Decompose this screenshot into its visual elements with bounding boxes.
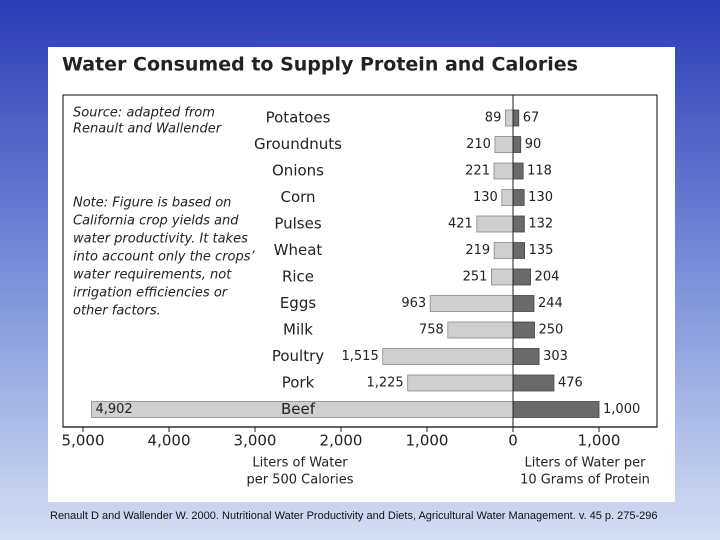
- category-label: Wheat: [274, 241, 323, 259]
- x-tick-label: 3,000: [234, 432, 277, 450]
- x-tick-label: 2,000: [320, 432, 363, 450]
- bar-right: [512, 321, 535, 339]
- note: irrigation efficiencies or: [73, 286, 229, 301]
- value-label: 250: [539, 323, 564, 338]
- value-label: 476: [558, 376, 583, 391]
- category-label: Pulses: [274, 215, 321, 233]
- bar-right: [512, 215, 525, 233]
- bar-right: [512, 109, 520, 127]
- bar-left: [504, 109, 514, 127]
- note: Note: Figure is based on: [73, 196, 231, 211]
- category-label: Beef: [281, 400, 316, 418]
- x-tick-label: 1,000: [578, 432, 621, 450]
- bar-left: [493, 162, 514, 180]
- value-label: 1,515: [342, 349, 379, 364]
- chart-title: Water Consumed to Supply Protein and Cal…: [62, 54, 578, 76]
- bar-right: [512, 162, 524, 180]
- source-note: Renault and Wallender: [73, 122, 223, 137]
- bar-left: [447, 321, 514, 339]
- category-label: Corn: [280, 188, 315, 206]
- value-label: 4,902: [95, 402, 132, 417]
- note: California crop yields and: [73, 214, 239, 229]
- value-label: 244: [538, 296, 563, 311]
- category-label: Rice: [282, 268, 314, 286]
- x-tick-label: 5,000: [62, 432, 105, 450]
- value-label: 210: [466, 137, 491, 152]
- category-label: Poultry: [272, 347, 324, 365]
- value-label: 135: [529, 243, 554, 258]
- category-label: Groundnuts: [254, 135, 342, 153]
- value-label: 204: [535, 270, 560, 285]
- x-tick-label: 1,000: [406, 432, 449, 450]
- value-label: 219: [465, 243, 490, 258]
- bar-left: [382, 348, 514, 365]
- category-label: Eggs: [280, 294, 317, 312]
- x-axis-label: Liters of Water: [252, 456, 348, 471]
- bar-left: [476, 215, 514, 233]
- value-label: 221: [465, 164, 490, 179]
- bar-right: [512, 136, 522, 153]
- caption: Renault D and Wallender W. 2000. Nutriti…: [50, 510, 658, 522]
- value-label: 132: [528, 217, 553, 232]
- note: other factors.: [73, 304, 161, 319]
- bar-left: [429, 295, 514, 312]
- bar-right: [512, 348, 540, 365]
- x-tick-label: 4,000: [148, 432, 191, 450]
- bar-right: [512, 295, 535, 312]
- value-label: 118: [527, 164, 552, 179]
- value-label: 303: [543, 349, 568, 364]
- panel: [48, 47, 675, 502]
- x-tick-label: 0: [508, 432, 518, 450]
- note: into account only the crops’: [73, 250, 256, 265]
- bar-left: [493, 242, 514, 259]
- bar-left: [407, 374, 514, 392]
- bar-right: [512, 189, 525, 206]
- x-axis-label: per 500 Calories: [246, 473, 353, 488]
- note: water requirements, not: [73, 268, 232, 283]
- value-label: 89: [485, 111, 502, 126]
- category-label: Onions: [272, 162, 324, 180]
- x2-axis-label: Liters of Water per: [524, 456, 646, 471]
- category-label: Pork: [282, 374, 315, 392]
- bar-right: [512, 242, 526, 259]
- value-label: 1,000: [603, 402, 640, 417]
- value-label: 90: [525, 137, 542, 152]
- bar-left: [494, 136, 514, 153]
- bar-left: [491, 268, 514, 286]
- category-label: Milk: [283, 321, 313, 339]
- x2-axis-label: 10 Grams of Protein: [520, 473, 650, 488]
- value-label: 67: [523, 111, 540, 126]
- value-label: 758: [419, 323, 444, 338]
- value-label: 130: [528, 190, 553, 205]
- value-label: 421: [448, 217, 473, 232]
- value-label: 963: [401, 296, 426, 311]
- bar-right: [512, 374, 555, 392]
- note: water productivity. It takes: [73, 232, 248, 247]
- value-label: 1,225: [366, 376, 403, 391]
- value-label: 251: [463, 270, 488, 285]
- bar-right: [512, 401, 600, 418]
- source-note: Source: adapted from: [73, 106, 215, 121]
- value-label: 130: [473, 190, 498, 205]
- category-label: Potatoes: [266, 109, 331, 127]
- bar-left: [501, 189, 514, 206]
- bar-right: [512, 268, 531, 286]
